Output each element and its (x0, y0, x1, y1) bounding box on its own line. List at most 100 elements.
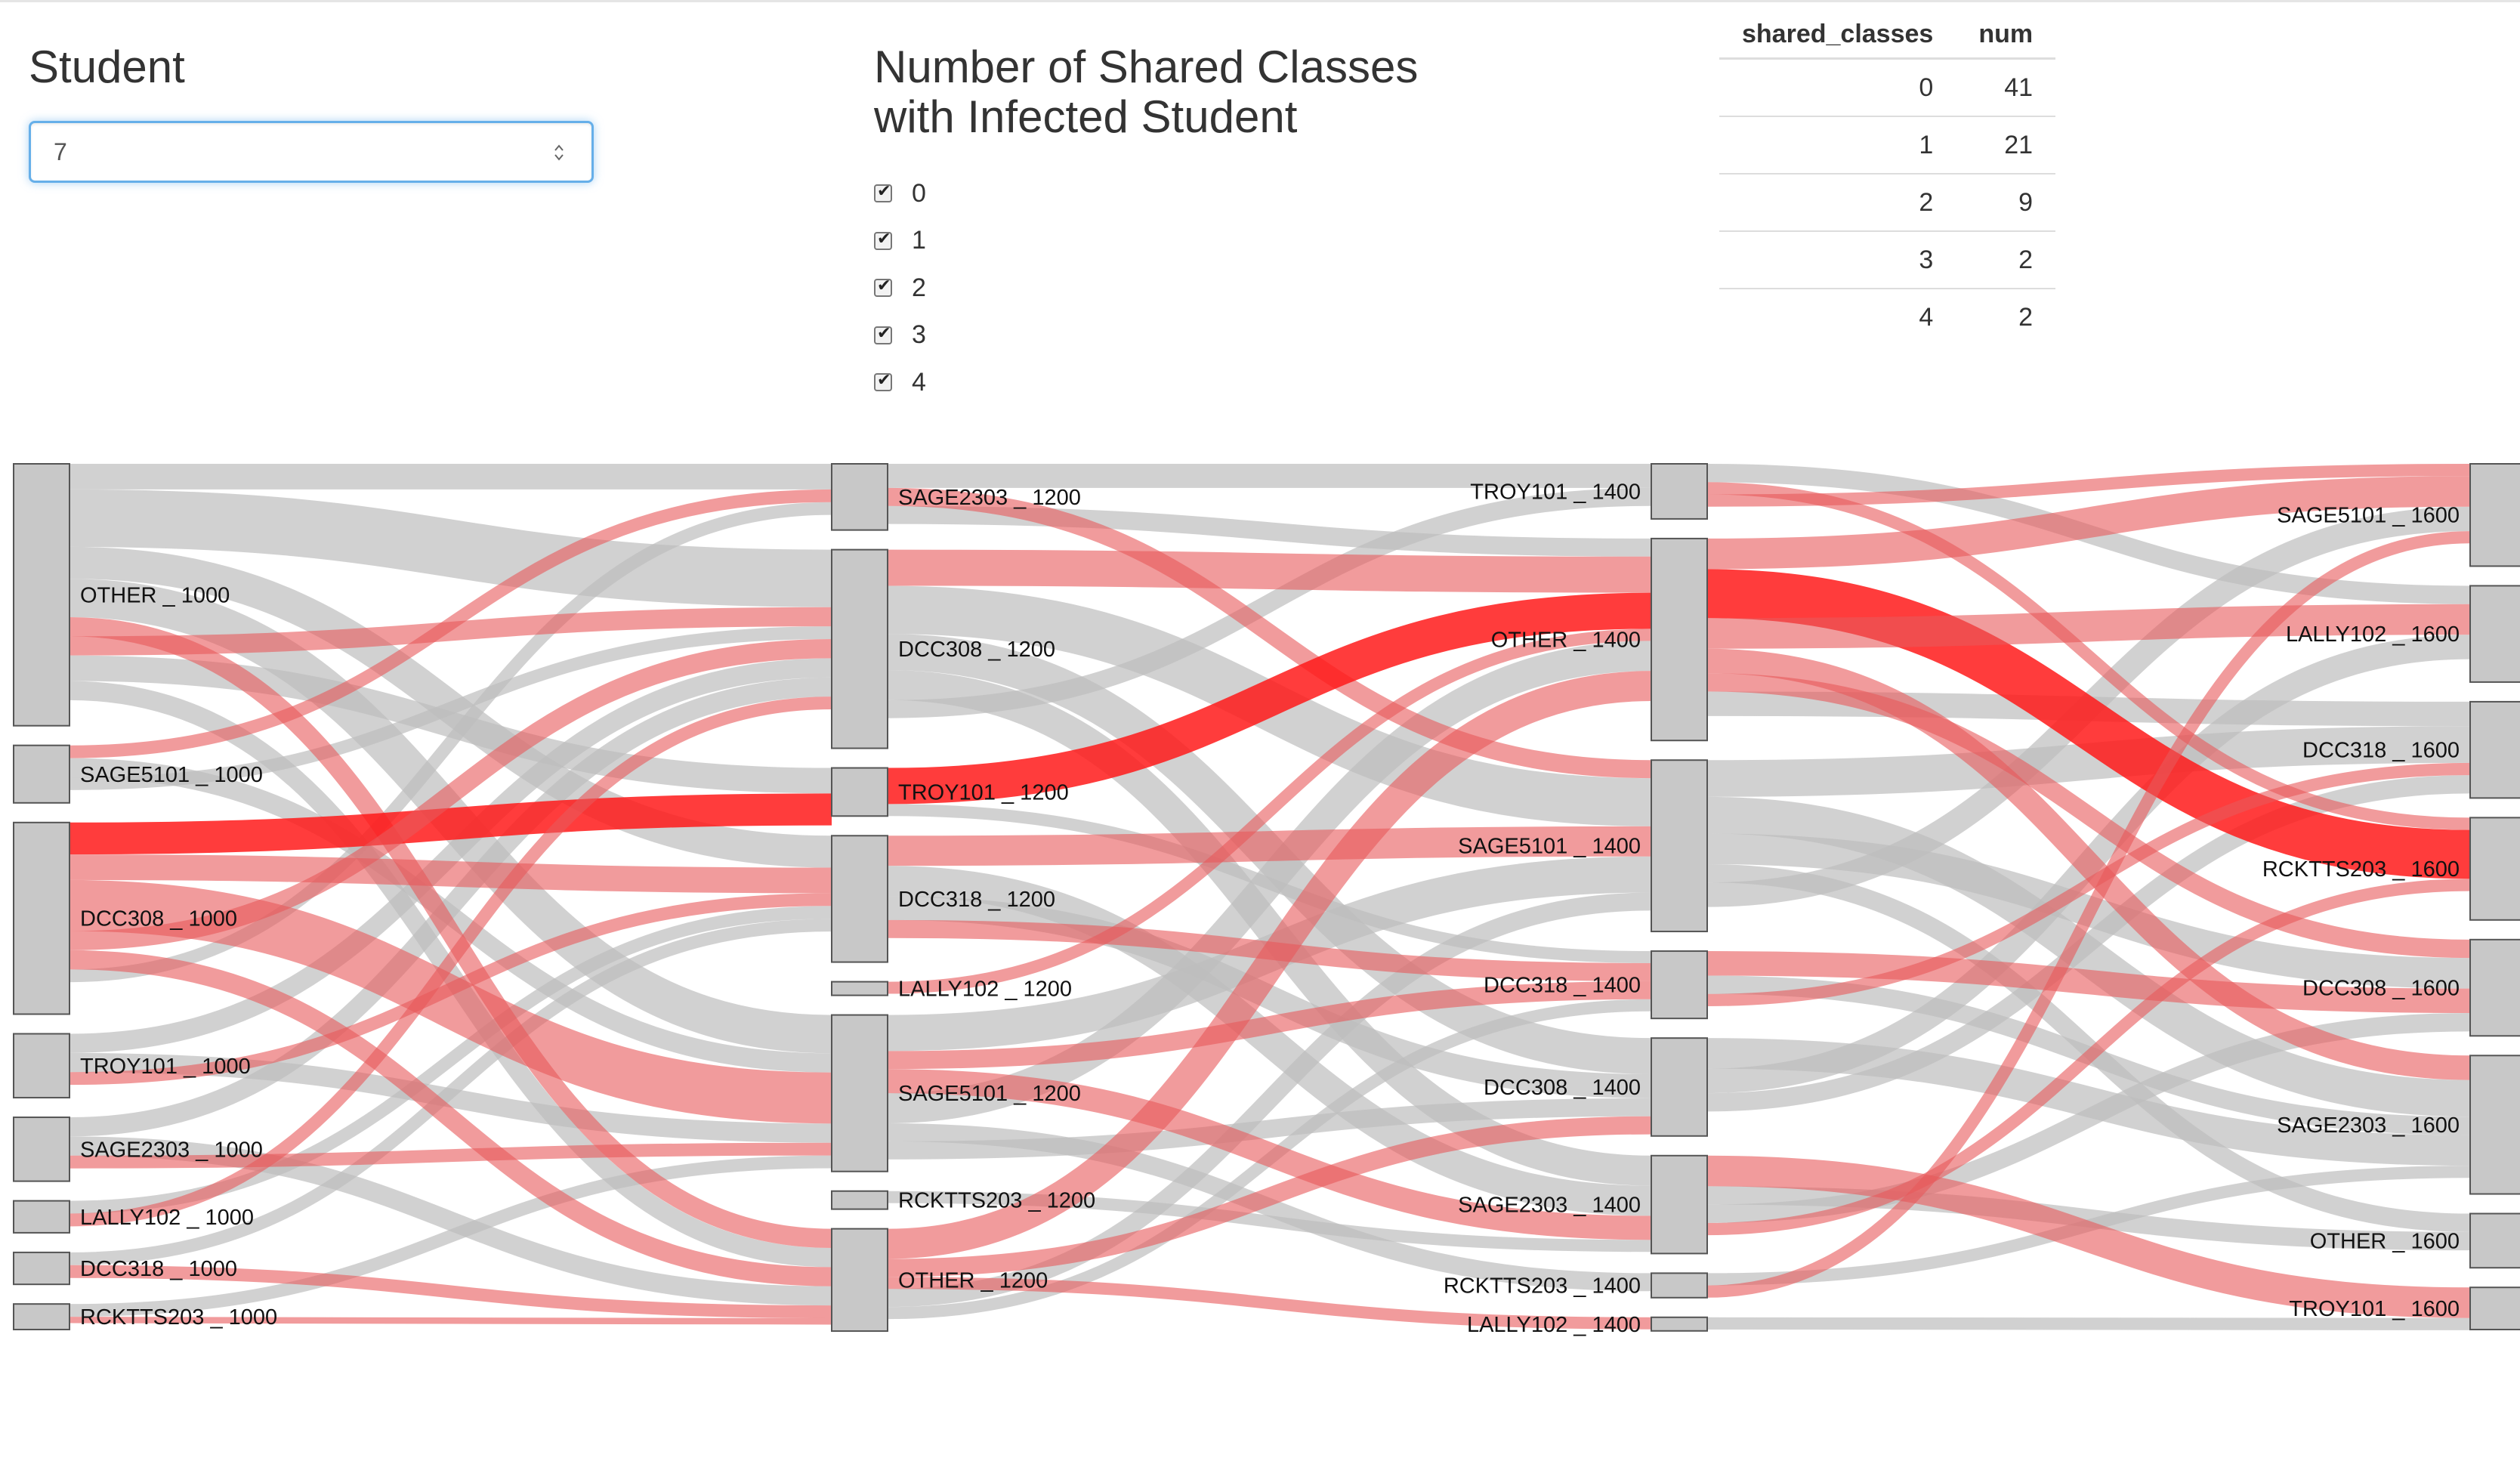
sankey-node[interactable] (1651, 1272, 1708, 1299)
sankey-node[interactable] (13, 1303, 70, 1330)
sankey-node-label: RCKTTS203 _ 1000 (80, 1305, 277, 1330)
sankey-node-label: DCC318 _ 1600 (2302, 739, 2460, 763)
sankey-link-infected (1706, 673, 2471, 959)
sankey-link-uninfected (69, 919, 832, 1265)
checkbox-option-2[interactable]: 2 (874, 264, 926, 312)
sankey-node[interactable] (2469, 938, 2520, 1037)
sankey-nodes: OTHER _ 1000 SAGE5101 _ 1000 DCC308 _ 1000… (13, 463, 2520, 1337)
sankey-link-uninfected (887, 487, 1652, 718)
filter-title-line-1: Number of Shared Classes (874, 42, 1419, 92)
sankey-link-infected (1706, 463, 2471, 507)
sankey-link-uninfected (69, 677, 832, 1137)
checkbox-option-1[interactable]: 1 (874, 218, 926, 265)
checkbox-checked-icon[interactable] (874, 370, 892, 392)
sankey-link-infected (887, 629, 1652, 994)
table-cell: 0 (1719, 58, 1956, 117)
sankey-link-infected (887, 487, 1652, 779)
sankey-node-label: SAGE2303 _ 1400 (1458, 1194, 1641, 1218)
sankey-link-uninfected (887, 1098, 1652, 1160)
sankey-node[interactable] (1651, 950, 1708, 1020)
sankey-node[interactable] (831, 1190, 888, 1210)
sankey-node[interactable] (13, 821, 70, 1015)
checkbox-label: 2 (912, 273, 926, 302)
table-row: 1 21 (1719, 116, 2056, 175)
sankey-node[interactable] (2469, 463, 2520, 567)
sankey-node-label: SAGE5101 _ 1400 (1458, 835, 1641, 859)
sankey-link-infected (887, 981, 1652, 1070)
sankey-link-uninfected (69, 502, 832, 983)
sankey-node[interactable] (2469, 585, 2520, 683)
checkbox-option-0[interactable]: 0 (874, 170, 926, 218)
sankey-node-label: TROY101 _ 1400 (1470, 480, 1641, 504)
sankey-link-infected (69, 854, 832, 894)
sankey-link-infected (1706, 762, 2471, 1006)
sankey-link-infected (1706, 879, 2471, 1236)
sankey-node[interactable] (13, 744, 70, 804)
sankey-node-label: DCC318 _ 1200 (898, 888, 1055, 912)
sankey-node[interactable] (831, 463, 888, 531)
sankey-node[interactable] (13, 1251, 70, 1286)
sankey-node[interactable] (831, 767, 888, 817)
column-header: num (1956, 11, 2056, 60)
spinner-icon[interactable] (554, 143, 564, 162)
sankey-node[interactable] (2469, 1286, 2520, 1331)
sankey-node-label: SAGE5101 _ 1600 (2277, 504, 2460, 528)
sankey-node-label: DCC308 _ 1600 (2302, 977, 2460, 1001)
sankey-node[interactable] (1651, 463, 1708, 520)
sankey-link-uninfected (887, 892, 1652, 1308)
table-cell: 1 (1719, 116, 1956, 175)
sankey-link-infected (69, 1142, 832, 1169)
checkbox-checked-icon[interactable] (874, 323, 892, 344)
table-cell: 2 (1956, 231, 2056, 289)
sankey-node[interactable] (1651, 1037, 1708, 1137)
sankey-link-infected (1706, 569, 2471, 879)
sankey-node-label: DCC318 _ 1000 (80, 1257, 237, 1281)
sankey-link-infected (1706, 648, 2471, 1080)
sankey-node[interactable] (1651, 1154, 1708, 1255)
sankey-node[interactable] (1651, 1316, 1708, 1332)
sankey-node-label: SAGE5101 _ 1200 (898, 1082, 1081, 1106)
sankey-node[interactable] (1651, 537, 1708, 742)
sankey-link-infected (887, 592, 1652, 805)
sankey-node-label: SAGE2303 _ 1200 (898, 486, 1081, 510)
student-number-input[interactable]: 7 (29, 121, 594, 183)
sankey-link-infected (887, 549, 1652, 593)
sankey-link-infected (1706, 1155, 2471, 1318)
sankey-node[interactable] (831, 835, 888, 963)
checkbox-label: 3 (912, 320, 926, 350)
sankey-node[interactable] (831, 981, 888, 996)
sankey-node[interactable] (13, 1117, 70, 1182)
sankey-node[interactable] (831, 1228, 888, 1333)
checkbox-checked-icon[interactable] (874, 276, 892, 298)
table-cell: 2 (2018, 302, 2034, 332)
sankey-link-uninfected (1706, 1317, 2471, 1330)
sankey-link-uninfected (1706, 726, 2471, 797)
sankey-node[interactable] (13, 1033, 70, 1099)
sankey-node[interactable] (2469, 1055, 2520, 1195)
sankey-link-infected (1706, 531, 2471, 1298)
sankey-node[interactable] (1651, 759, 1708, 933)
checkbox-checked-icon[interactable] (874, 229, 892, 250)
sankey-link-uninfected (69, 658, 832, 1053)
sankey-link-infected (1706, 604, 2471, 649)
checkbox-option-3[interactable]: 3 (874, 312, 926, 360)
sankey-node-label: RCKTTS203 _ 1200 (898, 1189, 1095, 1213)
sankey-link-infected (887, 826, 1652, 866)
sankey-node[interactable] (13, 1200, 70, 1234)
sankey-link-uninfected (887, 505, 1652, 557)
sankey-node[interactable] (2469, 817, 2520, 921)
sankey-node-label: DCC308 _ 1200 (898, 638, 1055, 662)
sankey-node[interactable] (831, 548, 888, 749)
sankey-node-label: TROY101 _ 1000 (80, 1055, 251, 1079)
sankey-node[interactable] (13, 463, 70, 727)
sankey-link-infected (887, 1116, 1652, 1277)
sankey-node[interactable] (2469, 1212, 2520, 1269)
sankey-node-label: SAGE2303 _ 1000 (80, 1138, 263, 1162)
checkbox-checked-icon[interactable] (874, 181, 892, 203)
sankey-node[interactable] (831, 1014, 888, 1172)
filter-title-line-2: with Infected Student (874, 91, 1298, 142)
sankey-link-infected (1706, 476, 2471, 570)
checkbox-option-4[interactable]: 4 (874, 359, 926, 406)
sankey-node[interactable] (2469, 700, 2520, 799)
